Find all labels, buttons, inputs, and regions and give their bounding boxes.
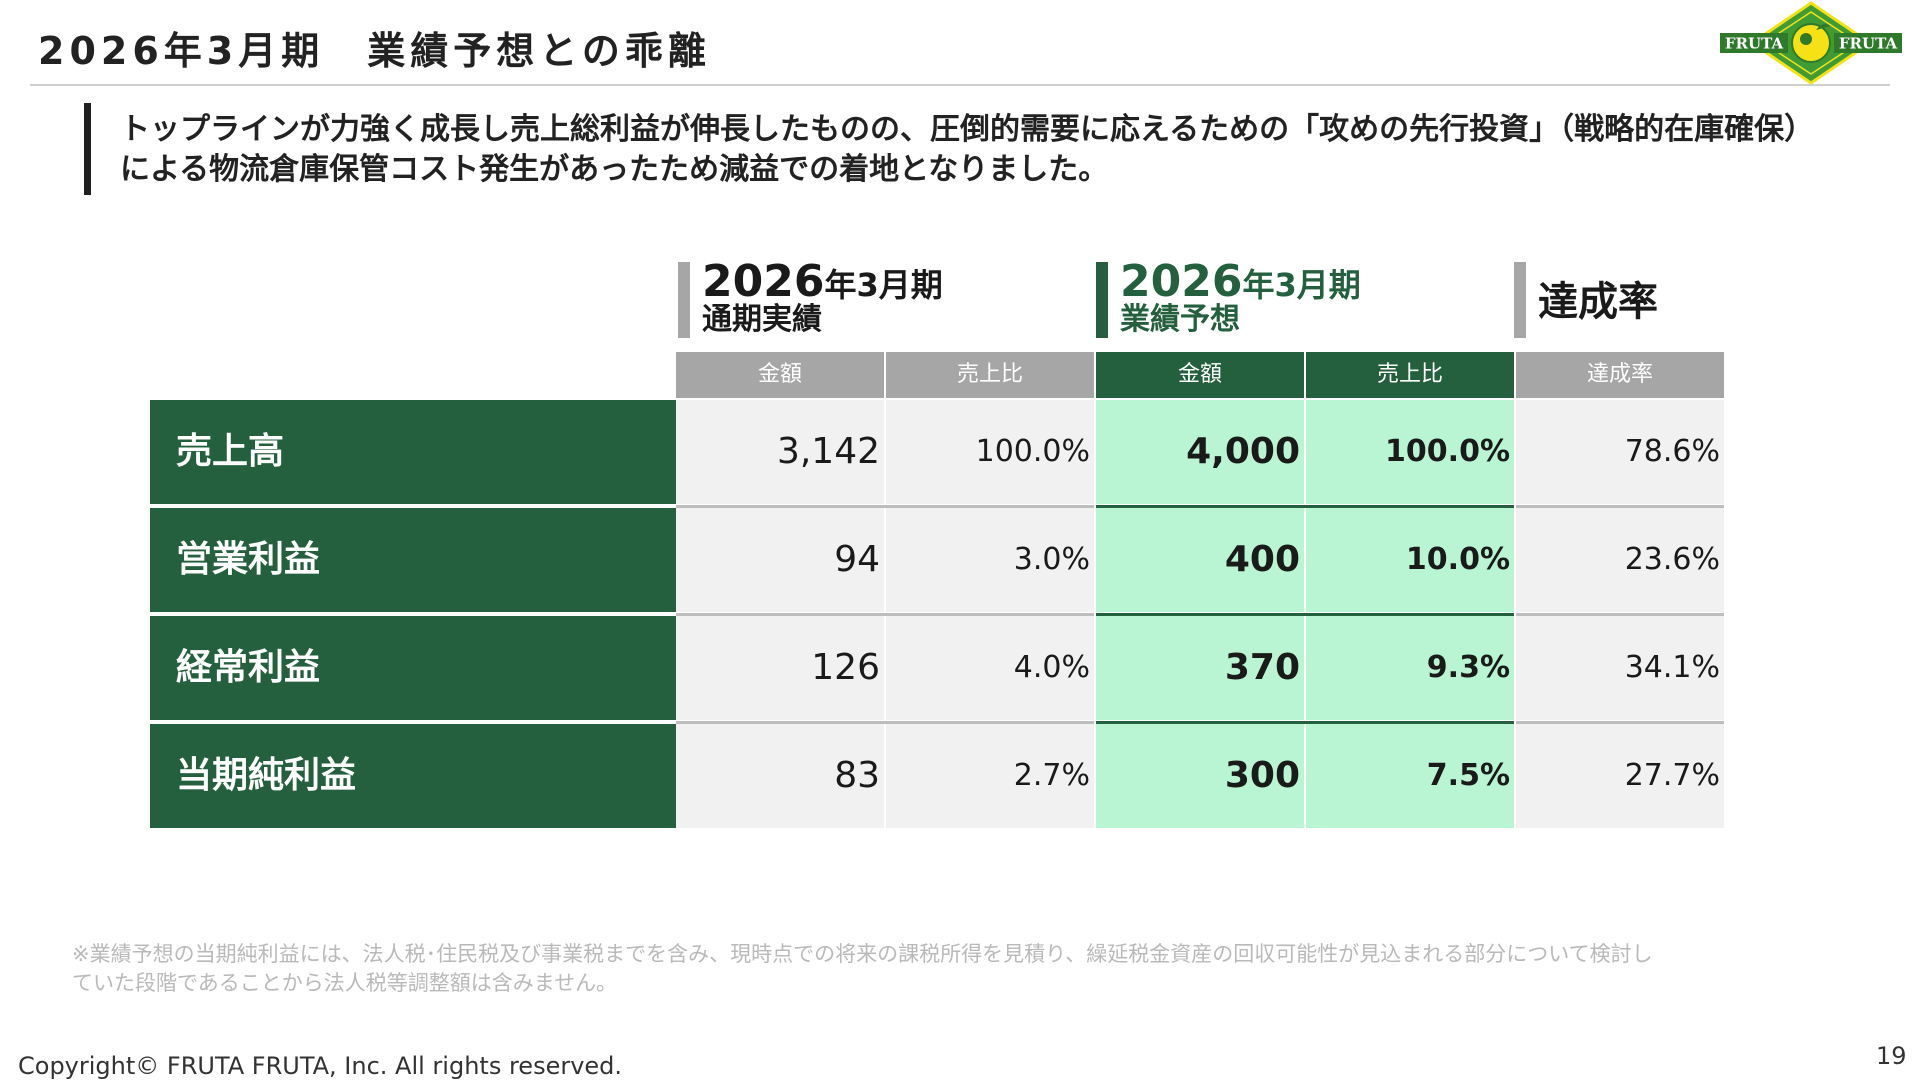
page-title: 2026年3月期 業績予想との乖離 xyxy=(38,29,711,73)
row-divider xyxy=(150,721,676,724)
footnote-line: ていた段階であることから法人税等調整額は含みません。 xyxy=(72,971,618,995)
copyright: Copyright© FRUTA FRUTA, Inc. All rights … xyxy=(18,1052,623,1080)
actual-ratio-operating-profit: 3.0% xyxy=(886,508,1094,612)
actual-ratio-ordinary-profit: 4.0% xyxy=(886,616,1094,720)
title-divider xyxy=(30,84,1890,86)
lead-line: トップラインが力強く成長し売上総利益が伸長したものの、圧倒的需要に応えるための「… xyxy=(120,112,1815,147)
forecast-amount-operating-profit: 400 xyxy=(1096,508,1304,612)
row-divider xyxy=(150,613,676,616)
forecast-amount-ordinary-profit: 370 xyxy=(1096,616,1304,720)
logo-right-text: FRUTA xyxy=(1839,35,1898,53)
actual-period: 年3月期 xyxy=(824,266,943,304)
logo-left-text: FRUTA xyxy=(1725,35,1784,53)
lead-line: による物流倉庫保管コスト発生があったため減益での着地となりました。 xyxy=(120,152,1109,187)
row-divider xyxy=(1096,721,1514,724)
forecast-subtitle: 業績予想 xyxy=(1120,302,1240,337)
row-divider xyxy=(1096,505,1514,508)
footnote: ※業績予想の当期純利益には、法人税･住民税及び事業税までを含み、現時点での将来の… xyxy=(72,940,1872,998)
actual-ratio-net-income: 2.7% xyxy=(886,724,1094,828)
row-divider xyxy=(1516,721,1724,724)
row-label-ordinary-profit: 経常利益 xyxy=(150,616,676,720)
actual-ratio-sales: 100.0% xyxy=(886,400,1094,504)
lead-text: トップラインが力強く成長し売上総利益が伸長したものの、圧倒的需要に応えるための「… xyxy=(120,110,1900,190)
row-label-net-income: 当期純利益 xyxy=(150,724,676,828)
forecast-ratio-ordinary-profit: 9.3% xyxy=(1306,616,1514,720)
forecast-ratio-net-income: 7.5% xyxy=(1306,724,1514,828)
actual-subtitle: 通期実績 xyxy=(702,302,822,337)
actual-heading-bar xyxy=(678,262,690,338)
col-rate: 達成率 xyxy=(1516,352,1724,398)
footnote-line: ※業績予想の当期純利益には、法人税･住民税及び事業税までを含み、現時点での将来の… xyxy=(72,942,1653,966)
rate-sales: 78.6% xyxy=(1516,400,1724,504)
forecast-amount-net-income: 300 xyxy=(1096,724,1304,828)
row-divider xyxy=(1516,613,1724,616)
col-forecast-ratio: 売上比 xyxy=(1306,352,1514,398)
rate-heading-bar xyxy=(1514,262,1526,338)
forecast-year: 2026 xyxy=(1120,256,1243,307)
row-divider xyxy=(676,505,1094,508)
actual-amount-ordinary-profit: 126 xyxy=(676,616,884,720)
lead-accent-bar xyxy=(84,103,91,195)
row-divider xyxy=(676,613,1094,616)
row-divider xyxy=(150,505,676,508)
col-actual-ratio: 売上比 xyxy=(886,352,1094,398)
actual-amount-net-income: 83 xyxy=(676,724,884,828)
col-actual-amount: 金額 xyxy=(676,352,884,398)
row-label-operating-profit: 営業利益 xyxy=(150,508,676,612)
forecast-amount-sales: 4,000 xyxy=(1096,400,1304,504)
rate-heading-label: 達成率 xyxy=(1538,279,1658,325)
forecast-ratio-operating-profit: 10.0% xyxy=(1306,508,1514,612)
fruta-fruta-logo: FRUTA FRUTA xyxy=(1720,1,1902,85)
page-number: 19 xyxy=(1876,1042,1907,1070)
row-divider xyxy=(1516,505,1724,508)
row-divider xyxy=(676,721,1094,724)
col-forecast-amount: 金額 xyxy=(1096,352,1304,398)
actual-amount-sales: 3,142 xyxy=(676,400,884,504)
row-label-sales: 売上高 xyxy=(150,400,676,504)
actual-amount-operating-profit: 94 xyxy=(676,508,884,612)
rate-ordinary-profit: 34.1% xyxy=(1516,616,1724,720)
rate-net-income: 27.7% xyxy=(1516,724,1724,828)
forecast-heading-bar xyxy=(1096,262,1108,338)
rate-operating-profit: 23.6% xyxy=(1516,508,1724,612)
actual-year: 2026 xyxy=(702,256,825,307)
forecast-period: 年3月期 xyxy=(1242,266,1361,304)
forecast-ratio-sales: 100.0% xyxy=(1306,400,1514,504)
row-divider xyxy=(1096,613,1514,616)
